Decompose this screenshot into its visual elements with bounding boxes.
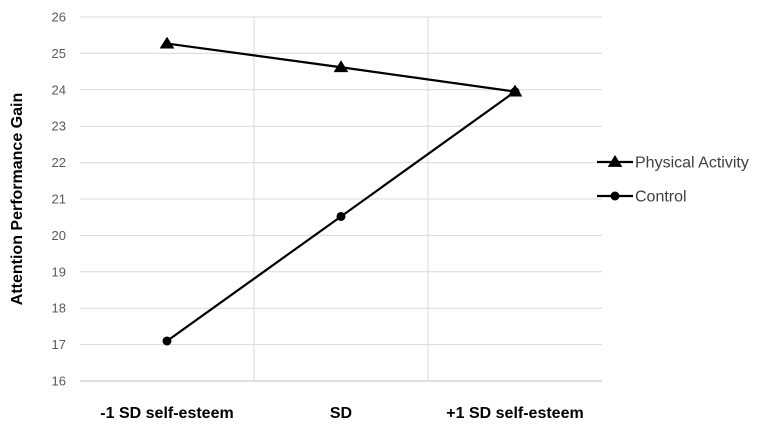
y-tick-label: 21 — [52, 192, 66, 207]
y-tick-label: 20 — [52, 228, 66, 243]
y-tick-label: 17 — [52, 337, 66, 352]
legend-label: Physical Activity — [635, 155, 749, 172]
y-axis-ticks: 16 17 18 19 20 21 22 23 24 25 26 — [52, 10, 66, 389]
x-axis-categories: -1 SD self-esteem SD +1 SD self-esteem — [100, 405, 583, 422]
data-point — [162, 336, 172, 346]
grid — [80, 16, 602, 382]
x-category-label: SD — [330, 405, 352, 422]
series-group — [159, 36, 523, 346]
y-tick-label: 18 — [52, 301, 66, 316]
y-tick-label: 24 — [52, 82, 66, 97]
legend-marker — [610, 191, 620, 201]
data-point — [510, 87, 520, 97]
legend-marker — [607, 155, 623, 167]
x-category-label: -1 SD self-esteem — [100, 405, 233, 422]
y-tick-label: 16 — [52, 374, 66, 389]
data-point — [333, 60, 349, 73]
y-tick-label: 25 — [52, 46, 66, 61]
y-axis-label: Attention Performance Gain — [9, 93, 26, 305]
data-point — [159, 36, 175, 49]
legend-label: Control — [635, 189, 687, 206]
x-category-label: +1 SD self-esteem — [446, 405, 583, 422]
data-point — [336, 211, 346, 221]
y-tick-label: 19 — [52, 264, 66, 279]
y-tick-label: 23 — [52, 119, 66, 134]
y-tick-label: 22 — [52, 155, 66, 170]
y-tick-label: 26 — [52, 10, 66, 25]
legend: Physical Activity Control — [597, 155, 749, 206]
